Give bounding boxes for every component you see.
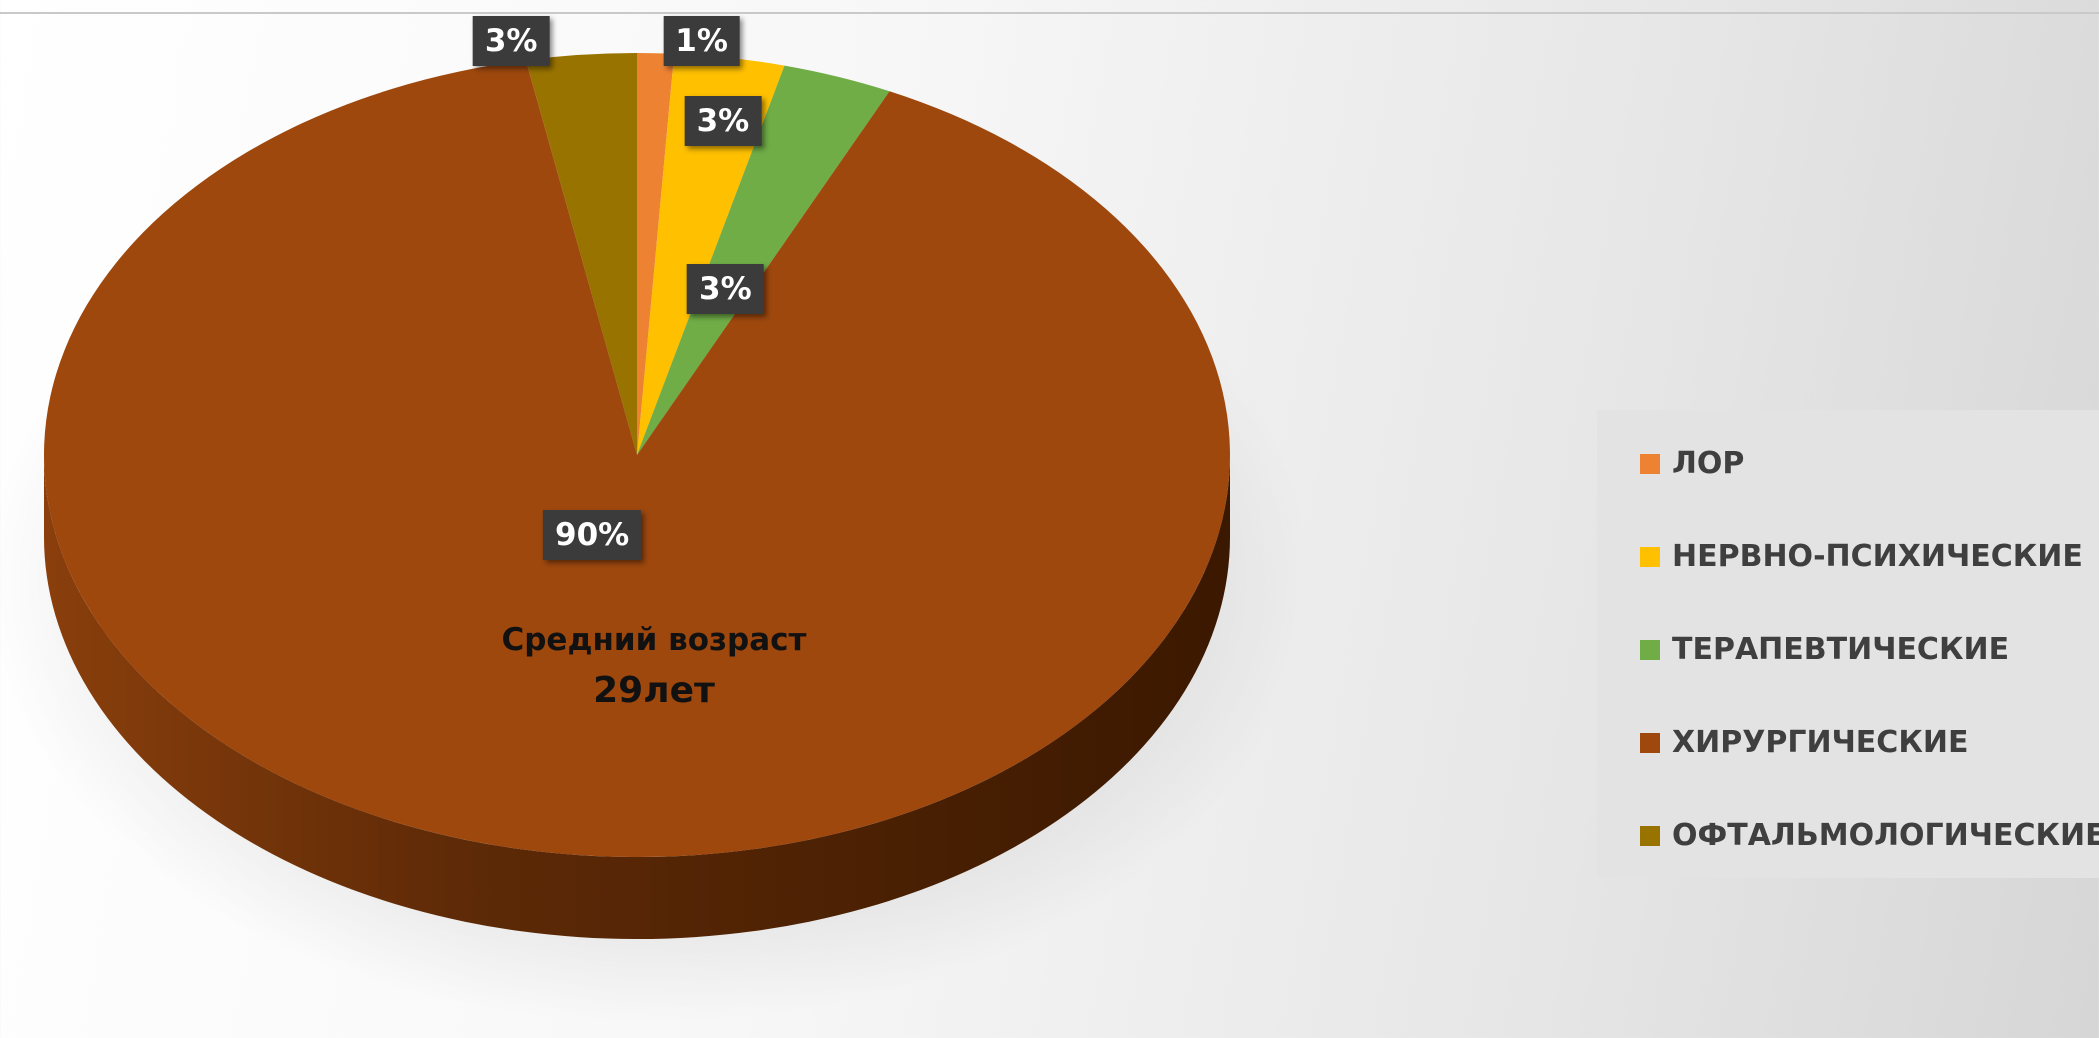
pie-slice-2 (637, 53, 785, 456)
data-label-4: 90% (543, 509, 642, 560)
data-label-2: 3% (684, 96, 762, 147)
data-label-5: 3% (472, 16, 550, 66)
legend-swatch (1640, 546, 1660, 567)
pie-slice-1 (637, 53, 675, 455)
pie-slice-3 (637, 65, 890, 455)
legend-label: ТЕРАПЕВТИЧЕСКИЕ (1672, 632, 2010, 667)
legend-item-5: ОФТАЛЬМОЛОГИЧЕСКИЕ (1640, 818, 2099, 853)
legend-label: НЕРВНО-ПСИХИЧЕСКИЕ (1672, 539, 2083, 574)
legend-item-2: НЕРВНО-ПСИХИЧЕСКИЕ (1640, 539, 2083, 574)
legend-swatch (1640, 732, 1660, 753)
legend-item-1: ЛОР (1640, 446, 1744, 481)
legend-swatch (1640, 453, 1660, 474)
legend-item-4: ХИРУРГИЧЕСКИЕ (1640, 725, 1968, 760)
data-label-3: 3% (687, 263, 764, 314)
legend-label: ОФТАЛЬМОЛОГИЧЕСКИЕ (1672, 818, 2099, 853)
legend-label: ЛОР (1672, 446, 1745, 481)
legend-swatch (1640, 825, 1660, 846)
legend-swatch (1640, 639, 1660, 660)
center-annotation-value: 29лет (593, 670, 715, 711)
pie-side-wall (44, 455, 1230, 939)
legend: ЛОР НЕРВНО-ПСИХИЧЕСКИЕ ТЕРАПЕВТИЧЕСКИЕ ХИРУ… (1597, 410, 2099, 878)
pie-slice-5 (525, 53, 637, 455)
data-label-1: 1% (663, 16, 740, 66)
legend-item-3: ТЕРАПЕВТИЧЕСКИЕ (1640, 632, 2009, 667)
center-annotation-title: Средний возраст (501, 622, 807, 658)
legend-label: ХИРУРГИЧЕСКИЕ (1672, 725, 1969, 760)
pie-slice-4 (43, 60, 1230, 857)
top-border-line (0, 12, 2099, 14)
